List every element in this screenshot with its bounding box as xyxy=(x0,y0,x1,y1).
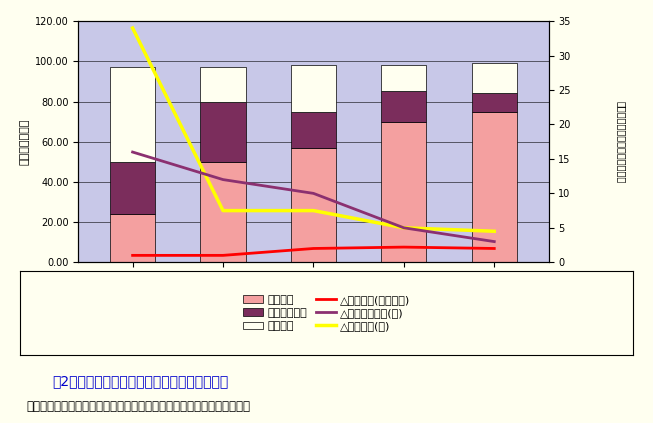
Text: 図2　農業全体の全要素生産性に対する寄与度: 図2 農業全体の全要素生産性に対する寄与度 xyxy=(52,374,229,388)
Bar xyxy=(471,112,517,262)
Bar xyxy=(110,67,155,162)
Legend: 経営規模, 農業基盤資本, 知識資本, △経営規模(右目盛り), △農業基盤資本(右), △知識資本(右): 経営規模, 農業基盤資本, 知識資本, △経営規模(右目盛り), △農業基盤資本… xyxy=(239,291,414,335)
Bar xyxy=(471,93,517,112)
Bar xyxy=(200,162,246,262)
Bar xyxy=(291,148,336,262)
Bar xyxy=(291,66,336,112)
Bar xyxy=(381,91,426,122)
Bar xyxy=(291,112,336,148)
Bar xyxy=(200,102,246,162)
Bar xyxy=(110,162,155,214)
Text: （注）他の要因も想定されるので、割合の合計は１００％にならない。: （注）他の要因も想定されるので、割合の合計は１００％にならない。 xyxy=(26,400,250,413)
Bar xyxy=(381,122,426,262)
Bar xyxy=(471,63,517,93)
Bar xyxy=(110,214,155,262)
Y-axis label: 影響割合（％）: 影響割合（％） xyxy=(20,118,29,165)
Bar xyxy=(200,67,246,102)
Y-axis label: 説明変数の年平均伸び率（％）: 説明変数の年平均伸び率（％） xyxy=(616,101,626,183)
Bar xyxy=(381,66,426,91)
X-axis label: 年度: 年度 xyxy=(307,288,320,297)
